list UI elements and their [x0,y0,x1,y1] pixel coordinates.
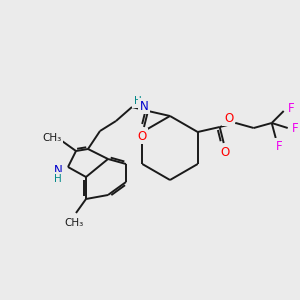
Text: O: O [220,146,229,158]
Text: F: F [275,140,282,152]
Text: CH₃: CH₃ [64,218,84,228]
Text: H: H [54,174,62,184]
Text: F: F [287,103,294,116]
Text: H: H [134,96,142,106]
Text: N: N [140,100,148,112]
Text: CH₃: CH₃ [42,133,62,143]
Text: O: O [137,130,147,142]
Text: F: F [291,122,298,136]
Text: N: N [54,164,62,176]
Text: O: O [224,112,233,124]
